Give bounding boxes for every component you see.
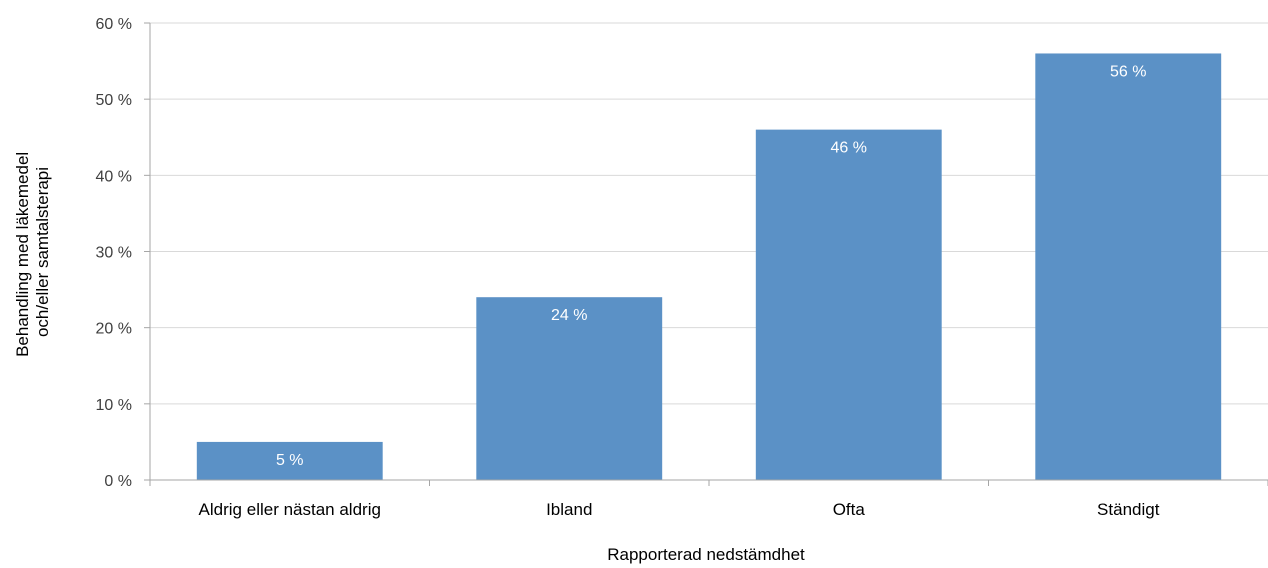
bar bbox=[196, 441, 383, 480]
y-tick-label: 20 % bbox=[96, 321, 132, 338]
data-label: 5 % bbox=[276, 452, 304, 469]
data-label: 24 % bbox=[551, 307, 587, 324]
y-tick-label: 50 % bbox=[96, 92, 132, 109]
bars bbox=[196, 53, 1222, 480]
bar bbox=[1035, 53, 1222, 480]
data-label: 56 % bbox=[1110, 63, 1146, 80]
x-category-label: Aldrig eller nästan aldrig bbox=[199, 500, 381, 519]
data-label: 46 % bbox=[831, 140, 867, 157]
y-tick-label: 40 % bbox=[96, 168, 132, 185]
bar bbox=[476, 297, 663, 480]
bar bbox=[755, 129, 942, 480]
y-axis-title: Behandling med läkemedel och/eller samta… bbox=[13, 147, 52, 357]
y-tick-label: 0 % bbox=[104, 473, 132, 490]
axes bbox=[144, 22, 1268, 486]
x-axis-title: Rapporterad nedstämdhet bbox=[607, 545, 805, 564]
y-tick-label: 30 % bbox=[96, 245, 132, 262]
y-tick-label: 10 % bbox=[96, 397, 132, 414]
y-axis-title-line-2: och/eller samtalsterapi bbox=[33, 167, 52, 337]
x-category-label: Ibland bbox=[546, 500, 592, 519]
x-category-label: Ständigt bbox=[1097, 500, 1160, 519]
y-axis-title-line-1: Behandling med läkemedel bbox=[13, 152, 32, 357]
labels: 0 % 10 % 20 % 30 % 40 % 50 % 60 % 5 % Aldrig ell… bbox=[96, 16, 1160, 519]
y-tick-label: 60 % bbox=[96, 16, 132, 33]
x-category-label: Ofta bbox=[833, 500, 866, 519]
